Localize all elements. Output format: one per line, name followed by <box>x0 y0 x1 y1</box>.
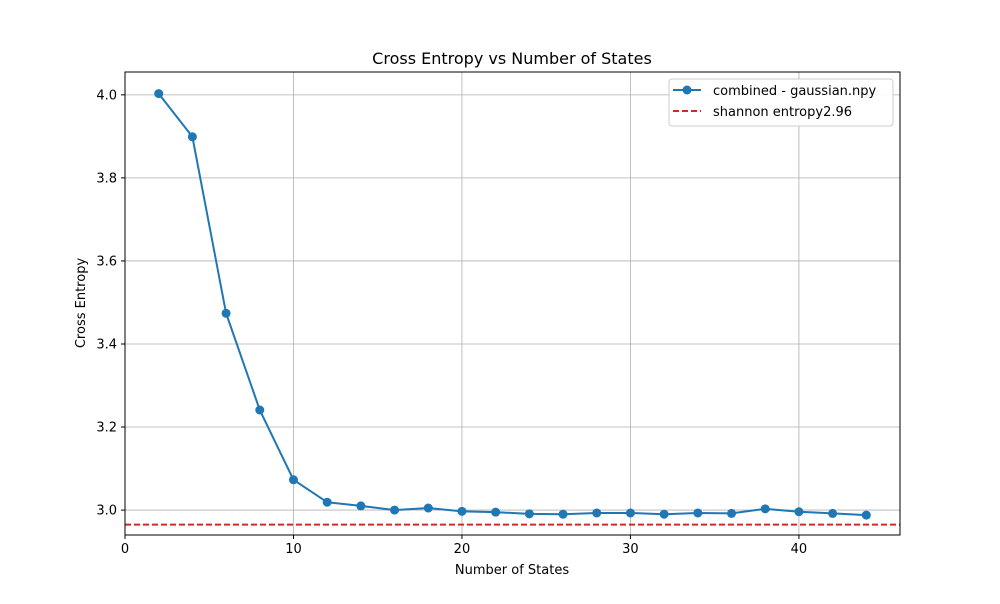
data-point <box>693 508 703 518</box>
data-point <box>592 508 602 518</box>
legend-series-label: combined - gaussian.npy <box>713 84 877 99</box>
data-point <box>154 89 164 99</box>
data-point <box>221 308 231 318</box>
x-tick-label: 10 <box>285 542 302 557</box>
data-point <box>524 509 534 519</box>
legend-box <box>668 78 894 127</box>
x-tick-label: 30 <box>622 542 639 557</box>
x-tick-label: 0 <box>121 542 129 557</box>
data-point <box>457 506 467 516</box>
data-point <box>288 475 298 485</box>
data-point <box>491 507 501 517</box>
series-layer <box>154 89 871 520</box>
data-point <box>390 505 400 515</box>
chart-title: Cross Entropy vs Number of States <box>372 49 652 68</box>
y-axis-ticks: 3.0 3.2 3.4 3.6 3.8 4.0 <box>96 88 125 519</box>
y-tick-label: 3.0 <box>96 504 117 519</box>
data-point <box>322 497 332 507</box>
data-point <box>760 504 770 514</box>
y-tick-label: 3.4 <box>96 337 117 352</box>
legend-series-marker <box>682 85 692 95</box>
data-point <box>558 509 568 519</box>
y-tick-label: 3.8 <box>96 171 117 186</box>
x-tick-label: 20 <box>454 542 471 557</box>
y-tick-label: 3.2 <box>96 421 117 436</box>
data-point <box>423 503 433 513</box>
y-axis-label: Cross Entropy <box>74 258 89 349</box>
y-tick-label: 4.0 <box>96 88 117 103</box>
plot-frame <box>124 71 901 536</box>
data-point <box>659 509 669 519</box>
y-tick-label: 3.6 <box>96 254 117 269</box>
data-point <box>356 501 366 511</box>
legend: combined - gaussian.npy shannon entropy2… <box>668 78 894 127</box>
x-tick-label: 40 <box>791 542 808 557</box>
x-axis-label: Number of States <box>455 563 569 578</box>
data-point <box>187 132 197 142</box>
legend-reference-label: shannon entropy2.96 <box>713 105 852 120</box>
data-point <box>828 508 838 518</box>
data-point <box>625 508 635 518</box>
series-line <box>157 92 867 517</box>
data-point <box>861 510 871 520</box>
x-axis-ticks: 0 10 20 30 40 <box>121 535 807 557</box>
data-point <box>727 508 737 518</box>
data-point <box>255 405 265 415</box>
data-point <box>794 507 804 517</box>
